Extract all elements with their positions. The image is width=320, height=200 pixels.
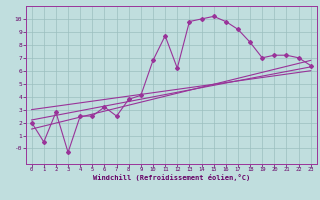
X-axis label: Windchill (Refroidissement éolien,°C): Windchill (Refroidissement éolien,°C) — [92, 174, 250, 181]
